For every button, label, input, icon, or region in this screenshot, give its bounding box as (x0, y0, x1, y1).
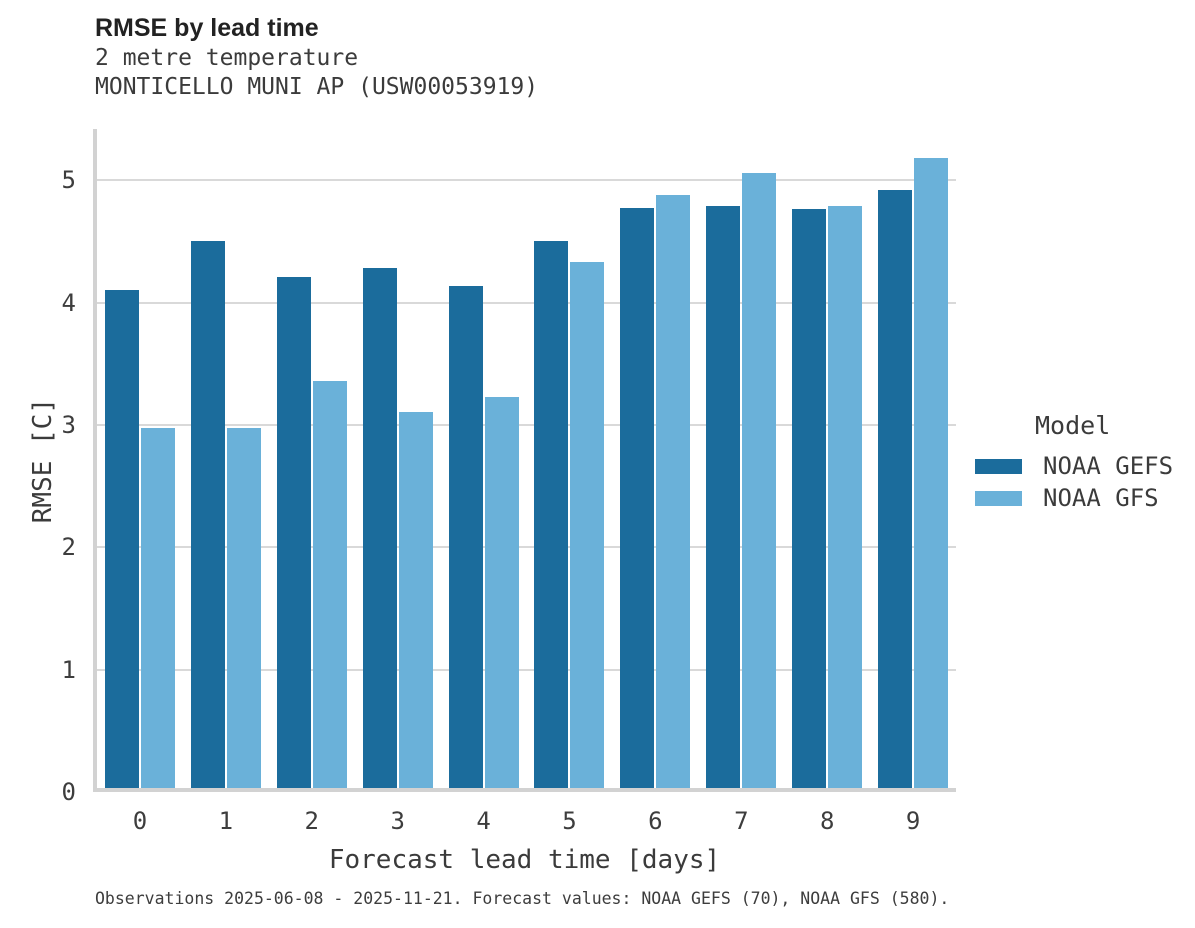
legend-swatch-gefs (975, 458, 1022, 474)
x-tick-label-6: 6 (648, 807, 663, 835)
bar-noaa-gfs-day-1 (226, 428, 261, 788)
bar-noaa-gefs-day-2 (276, 276, 311, 788)
legend: Model NOAA GEFS NOAA GFS (975, 410, 1173, 514)
legend-label-gfs: NOAA GFS (1043, 484, 1159, 512)
bar-noaa-gefs-day-6 (620, 208, 655, 788)
bar-group-day-5 (527, 129, 613, 788)
gridline-y-5 (97, 179, 956, 182)
gridline-y-2 (97, 546, 956, 549)
bar-noaa-gefs-day-5 (534, 241, 569, 788)
gridline-y-3 (97, 424, 956, 427)
gridline-y-1 (97, 668, 956, 671)
bar-noaa-gefs-day-4 (448, 286, 483, 788)
chart-title: RMSE by lead time (95, 14, 319, 42)
bar-noaa-gfs-day-7 (742, 172, 777, 788)
bar-noaa-gefs-day-9 (878, 189, 913, 788)
bar-group-day-1 (183, 129, 269, 788)
bar-noaa-gefs-day-8 (792, 209, 827, 788)
caption: Observations 2025-06-08 - 2025-11-21. Fo… (95, 889, 950, 908)
x-tick-label-2: 2 (304, 807, 319, 835)
legend-title: Model (1035, 411, 1111, 440)
bar-noaa-gfs-day-5 (570, 262, 605, 788)
bar-group-day-4 (441, 129, 527, 788)
x-tick-label-0: 0 (132, 807, 148, 835)
x-tick-label-5: 5 (562, 807, 577, 835)
y-tick-label-2: 2 (61, 533, 76, 562)
bar-noaa-gfs-day-8 (828, 205, 863, 788)
bar-noaa-gfs-day-2 (312, 380, 347, 788)
y-tick-label-3: 3 (61, 411, 76, 440)
bar-noaa-gefs-day-0 (104, 290, 139, 788)
legend-entry-noaa-gfs: NOAA GFS (975, 482, 1173, 514)
bar-noaa-gefs-day-7 (706, 205, 741, 788)
x-tick-label-7: 7 (734, 807, 749, 835)
y-tick-label-5: 5 (61, 166, 76, 195)
x-tick-labels: 0 1 2 3 4 5 6 7 8 9 (97, 806, 956, 836)
bar-noaa-gfs-day-0 (140, 428, 175, 788)
chart-subtitle-station: MONTICELLO MUNI AP (USW00053919) (95, 74, 539, 100)
gridline-y-4 (97, 301, 956, 304)
bar-noaa-gfs-day-9 (914, 158, 949, 788)
x-tick-label-4: 4 (476, 807, 491, 835)
bar-noaa-gefs-day-1 (190, 241, 225, 788)
x-tick-label-1: 1 (218, 807, 234, 835)
x-tick-label-3: 3 (390, 807, 405, 835)
bar-group-day-7 (698, 129, 784, 788)
bars-layer (97, 129, 956, 788)
bar-group-day-6 (612, 129, 698, 788)
bar-group-day-8 (784, 129, 870, 788)
legend-label-gefs: NOAA GEFS (1043, 452, 1174, 480)
legend-swatch-gfs (975, 490, 1022, 506)
bar-group-day-3 (355, 129, 441, 788)
bar-group-day-9 (870, 129, 956, 788)
plot-area (93, 129, 956, 792)
chart-subtitle-variable: 2 metre temperature (95, 45, 359, 71)
bar-group-day-2 (269, 129, 355, 788)
y-tick-label-1: 1 (61, 655, 76, 684)
y-axis-title: RMSE [C] (26, 129, 60, 792)
y-tick-label-4: 4 (61, 288, 76, 317)
x-axis-title: Forecast lead time [days] (328, 845, 721, 875)
legend-entry-noaa-gefs: NOAA GEFS (975, 450, 1173, 482)
y-tick-label-0: 0 (61, 778, 76, 806)
bar-noaa-gfs-day-6 (656, 194, 691, 788)
chart-header: RMSE by lead time 2 metre temperature MO… (95, 12, 538, 102)
x-tick-label-8: 8 (819, 807, 835, 835)
bar-noaa-gefs-day-3 (362, 268, 397, 788)
bar-noaa-gfs-day-4 (484, 396, 519, 788)
bar-group-day-0 (97, 129, 183, 788)
x-tick-label-9: 9 (905, 807, 921, 835)
bar-noaa-gfs-day-3 (398, 412, 433, 788)
